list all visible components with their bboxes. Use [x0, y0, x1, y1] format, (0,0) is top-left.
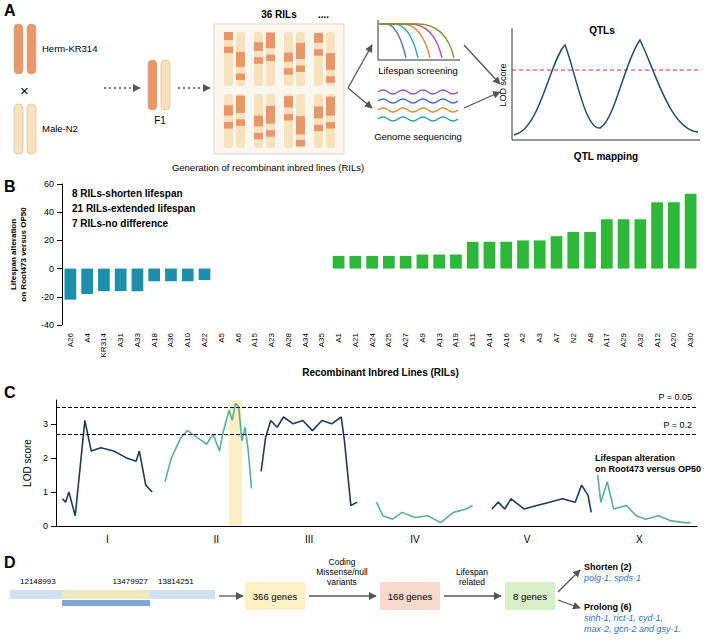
svg-text:13814251: 13814251 [158, 577, 194, 586]
svg-text:36 RILs: 36 RILs [261, 9, 297, 20]
svg-text:A31: A31 [116, 332, 125, 347]
svg-text:III: III [305, 534, 313, 545]
svg-text:0: 0 [49, 264, 54, 274]
svg-text:P = 0.05: P = 0.05 [658, 392, 692, 402]
svg-text:QTL mapping: QTL mapping [574, 151, 638, 162]
svg-text:N2: N2 [569, 332, 578, 343]
svg-text:-20: -20 [41, 292, 54, 302]
svg-text:366 genes: 366 genes [253, 591, 298, 602]
svg-text:P = 0.2: P = 0.2 [663, 420, 692, 430]
svg-text:A6: A6 [234, 332, 243, 342]
svg-text:Genome sequencing: Genome sequencing [374, 131, 462, 142]
svg-text:A33: A33 [133, 332, 142, 347]
svg-text:max-2, gcn-2 and gsy-1.: max-2, gcn-2 and gsy-1. [584, 624, 681, 634]
svg-text:QTLs: QTLs [589, 25, 615, 36]
svg-text:A17: A17 [602, 332, 611, 347]
svg-text:A16: A16 [502, 332, 511, 347]
svg-text:-40: -40 [41, 320, 54, 330]
svg-text:A13: A13 [435, 332, 444, 347]
svg-text:Prolong (6): Prolong (6) [584, 602, 632, 612]
svg-text:II: II [213, 534, 219, 545]
svg-text:Coding: Coding [329, 557, 356, 567]
svg-text:LOD score: LOD score [498, 63, 508, 106]
svg-text:A27: A27 [401, 332, 410, 347]
svg-text:A12: A12 [653, 332, 662, 347]
svg-text:Herm-KR314: Herm-KR314 [42, 43, 97, 54]
svg-text:A11: A11 [468, 332, 477, 346]
svg-text:A28: A28 [284, 332, 293, 347]
svg-text:A18: A18 [150, 332, 159, 347]
svg-text:A8: A8 [586, 332, 595, 342]
svg-text:sinh-1, rict-1, cyd-1,: sinh-1, rict-1, cyd-1, [584, 613, 663, 623]
svg-text:A5: A5 [217, 332, 226, 342]
svg-text:A34: A34 [301, 332, 310, 347]
svg-text:A: A [4, 2, 16, 19]
svg-text:A35: A35 [317, 332, 326, 347]
svg-text:KR314: KR314 [99, 332, 108, 357]
svg-text:C: C [4, 384, 16, 401]
svg-text:A32: A32 [636, 332, 645, 347]
svg-text:20: 20 [44, 235, 54, 245]
svg-text:variants: variants [327, 577, 357, 587]
svg-text:A24: A24 [368, 332, 377, 347]
svg-text:A15: A15 [250, 332, 259, 347]
svg-text:A9: A9 [418, 332, 427, 342]
svg-text:A30: A30 [686, 332, 695, 347]
svg-text:A19: A19 [451, 332, 460, 347]
svg-text:A4: A4 [83, 332, 92, 342]
svg-text:A2: A2 [518, 332, 527, 342]
svg-text:A23: A23 [267, 332, 276, 347]
svg-text:7 RILs-no difference: 7 RILs-no difference [72, 218, 169, 229]
svg-text:related: related [459, 577, 485, 587]
svg-text:8 genes: 8 genes [513, 591, 547, 602]
svg-text:D: D [4, 554, 16, 571]
svg-text:A21: A21 [351, 332, 360, 347]
svg-text:A25: A25 [384, 332, 393, 347]
svg-text:F1: F1 [154, 115, 166, 126]
svg-text:A20: A20 [669, 332, 678, 347]
svg-text:40: 40 [44, 207, 54, 217]
svg-text:on Root473 versus OP50: on Root473 versus OP50 [595, 464, 701, 474]
svg-text:polg-1, spds-1: polg-1, spds-1 [583, 573, 641, 583]
svg-text:A29: A29 [619, 332, 628, 347]
svg-text:A1: A1 [334, 332, 343, 342]
svg-text:Lifespan screening: Lifespan screening [378, 65, 458, 76]
svg-text:13479927: 13479927 [112, 577, 148, 586]
svg-text:IV: IV [410, 534, 420, 545]
svg-text:Lifespan alteration: Lifespan alteration [595, 453, 675, 463]
svg-text:2: 2 [43, 453, 48, 463]
svg-text:X: X [636, 534, 643, 545]
svg-text:A7: A7 [552, 332, 561, 342]
svg-text:Lifespan alteration: Lifespan alteration [9, 219, 18, 290]
svg-text:Recombinant Inbred Lines (RILs: Recombinant Inbred Lines (RILs) [302, 367, 459, 378]
svg-text:1: 1 [43, 487, 48, 497]
svg-text:60: 60 [44, 179, 54, 189]
svg-text:on Root473 versus OP50: on Root473 versus OP50 [19, 207, 28, 302]
svg-text:×: × [20, 82, 29, 99]
svg-text:A14: A14 [485, 332, 494, 347]
svg-text:LOD score: LOD score [22, 439, 33, 487]
svg-text:Lifespan: Lifespan [456, 567, 488, 577]
svg-text:12148993: 12148993 [20, 577, 56, 586]
svg-text:I: I [106, 534, 109, 545]
svg-text:A3: A3 [535, 332, 544, 342]
svg-text:V: V [524, 534, 531, 545]
svg-text:168 genes: 168 genes [388, 591, 433, 602]
svg-text:Male-N2: Male-N2 [42, 123, 78, 134]
svg-text:....: .... [318, 9, 329, 20]
svg-text:3: 3 [43, 419, 48, 429]
svg-text:B: B [4, 178, 16, 195]
svg-text:A26: A26 [66, 332, 75, 347]
svg-text:Missense/null: Missense/null [316, 567, 368, 577]
svg-text:A36: A36 [166, 332, 175, 347]
svg-text:A22: A22 [200, 332, 209, 347]
svg-text:Generation of recombinant inbr: Generation of recombinant inbred lines (… [172, 162, 364, 173]
svg-text:A10: A10 [183, 332, 192, 347]
svg-text:Shorten (2): Shorten (2) [584, 562, 632, 572]
svg-text:21 RILs-extended lifespan: 21 RILs-extended lifespan [72, 203, 195, 214]
svg-text:8 RILs-shorten lifespan: 8 RILs-shorten lifespan [72, 188, 183, 199]
svg-text:0: 0 [43, 521, 48, 531]
